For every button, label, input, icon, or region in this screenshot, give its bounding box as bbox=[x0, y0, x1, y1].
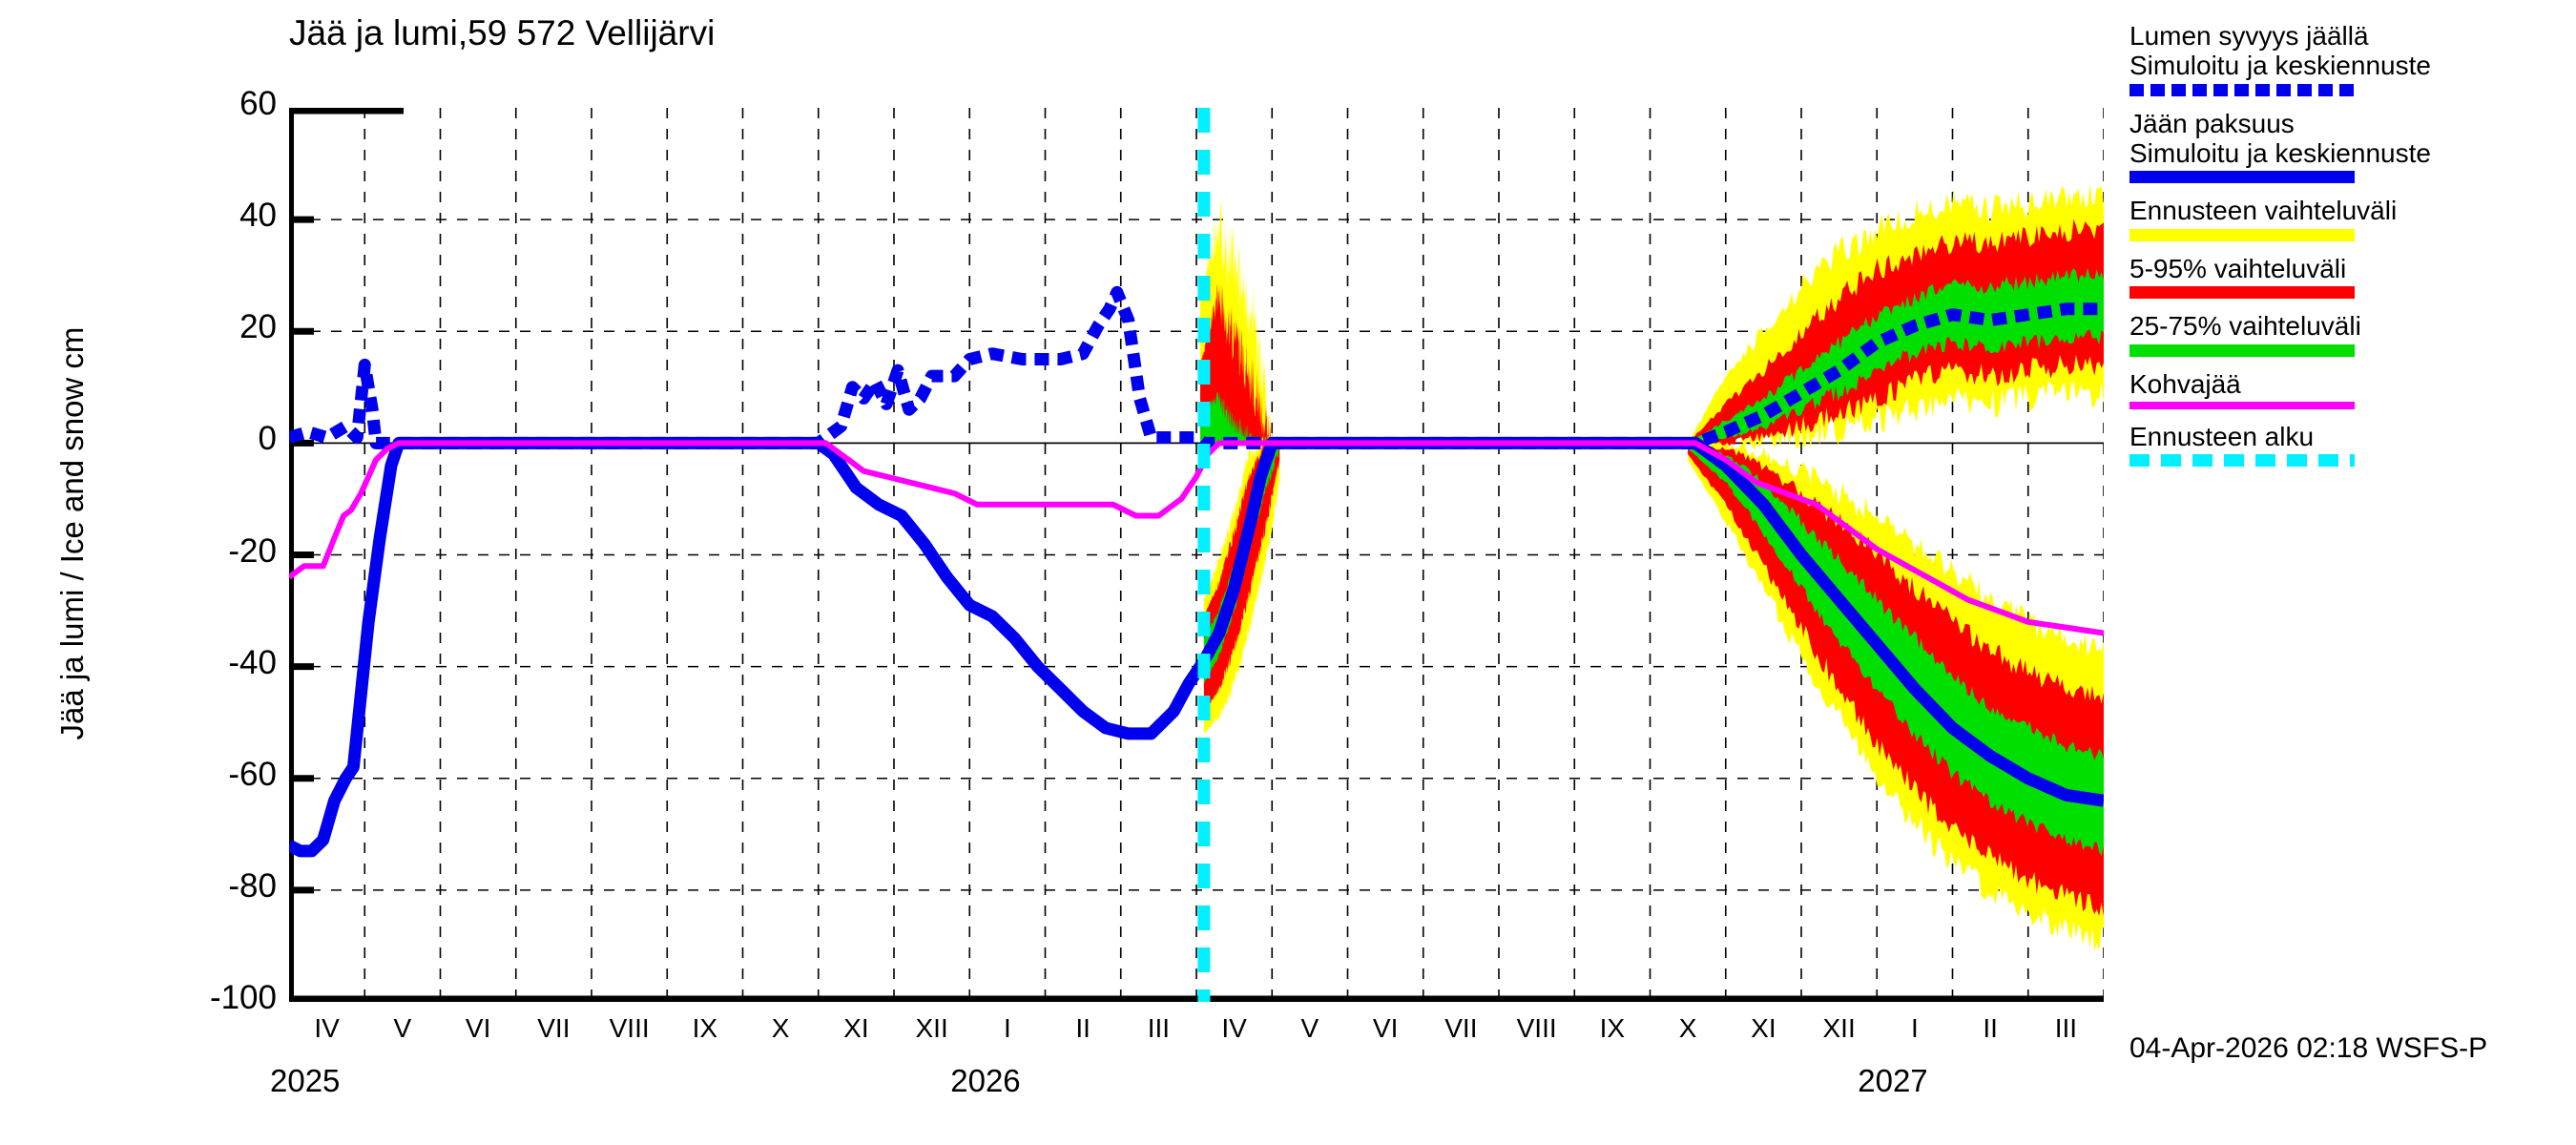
plot-area bbox=[289, 108, 2104, 1002]
legend-swatch-solid-blue-line bbox=[2129, 171, 2355, 184]
legend-label: Kohvajää bbox=[2129, 368, 2241, 399]
x-axis-year-label: 2025 bbox=[270, 1063, 341, 1098]
x-tick-label-month: IV bbox=[1221, 1013, 1247, 1043]
chart-legend: Lumen syvyys jäällä Simuloitu ja keskienn… bbox=[2129, 21, 2576, 479]
x-tick-label-month: XII bbox=[1822, 1013, 1856, 1043]
legend-item[interactable]: 5-95% vaihteluväli bbox=[2129, 253, 2576, 300]
legend-item[interactable]: Ennusteen vaihteluväli bbox=[2129, 196, 2576, 241]
legend-sublabel: Simuloitu ja keskiennuste bbox=[2129, 51, 2431, 81]
y-tick-label: -20 bbox=[228, 531, 277, 570]
y-axis-ticks: 60 40 20 0 -20 -40 -60 -80 -100 bbox=[72, 0, 277, 1145]
legend-label: Lumen syvyys jäällä bbox=[2129, 21, 2369, 51]
y-tick-label: -40 bbox=[228, 643, 277, 681]
x-tick-label-month: VII bbox=[1444, 1013, 1478, 1043]
y-tick-label: 40 bbox=[239, 197, 277, 235]
legend-swatch-green-band bbox=[2129, 344, 2355, 357]
legend-swatch-red-band bbox=[2129, 286, 2355, 300]
x-tick-label-month: II bbox=[1983, 1013, 1998, 1043]
legend-item[interactable]: 25-75% vaihteluväli bbox=[2129, 311, 2576, 357]
x-tick-label-month: IX bbox=[692, 1013, 718, 1043]
x-tick-label-month: V bbox=[1300, 1013, 1319, 1043]
x-tick-label-month: XI bbox=[843, 1013, 869, 1043]
legend-item[interactable]: Ennusteen alku bbox=[2129, 421, 2576, 468]
y-tick-label: -100 bbox=[209, 979, 277, 1016]
x-tick-label-month: III bbox=[1147, 1013, 1171, 1043]
x-axis-year-label: 2027 bbox=[1858, 1063, 1928, 1098]
x-tick-label-month: VI bbox=[1372, 1013, 1399, 1043]
x-tick-label-month: XI bbox=[1751, 1013, 1776, 1043]
x-tick-label-month: VII bbox=[537, 1013, 571, 1043]
legend-label: Ennusteen alku bbox=[2129, 421, 2315, 451]
x-tick-label-month: X bbox=[1678, 1013, 1697, 1043]
x-axis-year-label: 2026 bbox=[950, 1063, 1021, 1098]
y-tick-label: -60 bbox=[228, 755, 277, 793]
x-tick-label-month: V bbox=[393, 1013, 412, 1043]
legend-swatch-dashed-blue-line bbox=[2129, 83, 2355, 96]
legend-sublabel: Simuloitu ja keskiennuste bbox=[2129, 138, 2431, 169]
y-tick-label: -80 bbox=[228, 866, 277, 905]
x-tick-label-month: II bbox=[1075, 1013, 1091, 1043]
x-tick-label-month: VIII bbox=[1516, 1013, 1557, 1043]
legend-item[interactable]: Kohvajää bbox=[2129, 369, 2576, 409]
x-tick-label-month: IV bbox=[314, 1013, 340, 1043]
x-tick-label-month: VI bbox=[465, 1013, 491, 1043]
x-tick-label-month: I bbox=[1910, 1013, 1919, 1043]
legend-swatch-dashed-cyan-line bbox=[2129, 454, 2355, 468]
x-tick-label-month: X bbox=[771, 1013, 790, 1043]
legend-label: Jään paksuus bbox=[2129, 108, 2295, 138]
legend-label: Ennusteen vaihteluväli bbox=[2129, 196, 2398, 226]
legend-item[interactable]: Lumen syvyys jäällä Simuloitu ja keskienn… bbox=[2129, 21, 2576, 96]
legend-label: 25-75% vaihteluväli bbox=[2129, 311, 2361, 342]
legend-label: 5-95% vaihteluväli bbox=[2129, 253, 2347, 283]
y-tick-label: 20 bbox=[239, 308, 277, 346]
y-tick-label: 60 bbox=[239, 85, 277, 122]
legend-swatch-magenta-line bbox=[2129, 401, 2355, 409]
legend-item[interactable]: Jään paksuus Simuloitu ja keskiennuste bbox=[2129, 109, 2576, 184]
chart-canvas bbox=[289, 108, 2104, 1002]
legend-swatch-yellow-band bbox=[2129, 228, 2355, 241]
x-tick-label-month: IX bbox=[1599, 1013, 1626, 1043]
x-tick-label-month: VIII bbox=[609, 1013, 650, 1043]
x-tick-label-month: III bbox=[2054, 1013, 2078, 1043]
x-tick-label-month: I bbox=[1003, 1013, 1011, 1043]
timestamp-label: 04-Apr-2026 02:18 WSFS-P bbox=[2129, 1032, 2488, 1064]
y-tick-label: 0 bbox=[258, 420, 277, 458]
x-tick-label-month: XII bbox=[915, 1013, 948, 1043]
chart-title: Jää ja lumi,59 572 Vellijärvi bbox=[289, 13, 716, 52]
